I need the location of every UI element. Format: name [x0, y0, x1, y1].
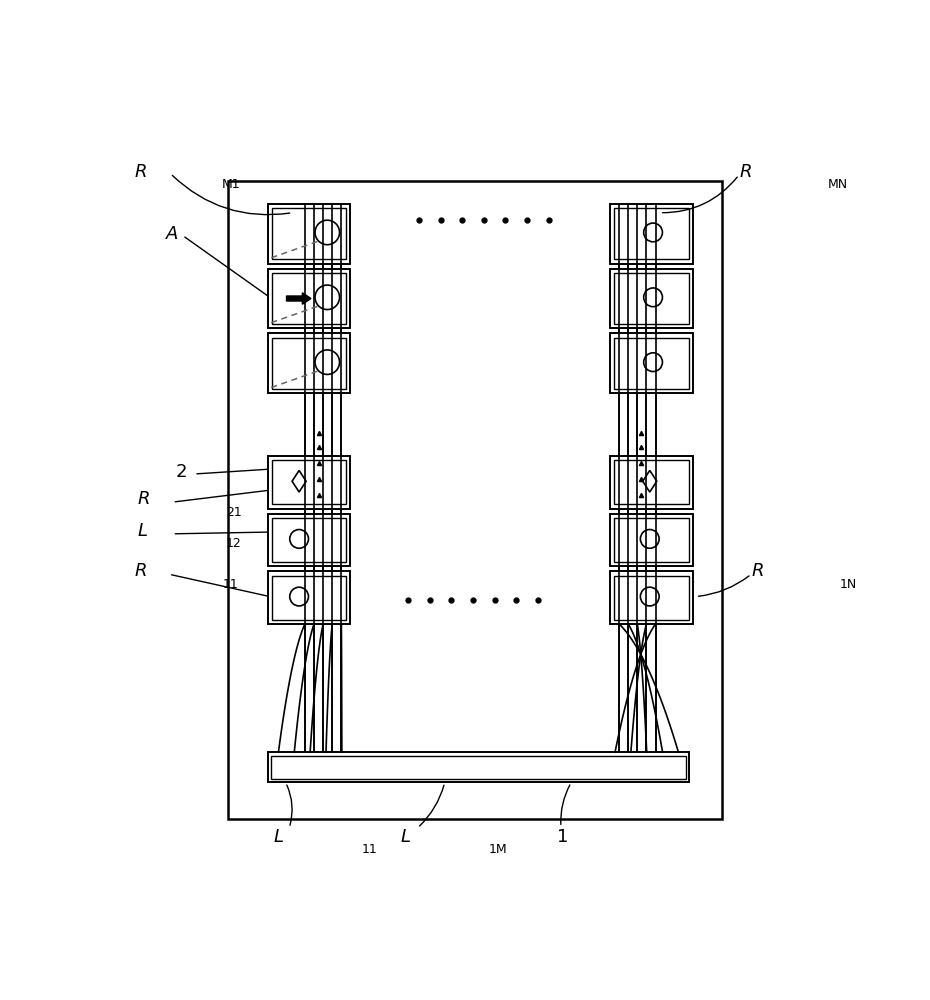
Text: R: R	[134, 163, 147, 181]
Bar	[610, 456, 693, 509]
Bar	[610, 269, 693, 328]
Bar	[268, 269, 351, 328]
Text: R: R	[752, 562, 764, 580]
Text: R: R	[134, 562, 147, 580]
Text: 21: 21	[226, 506, 242, 519]
Bar	[615, 460, 688, 504]
Text: R: R	[739, 163, 752, 181]
Text: 2: 2	[176, 463, 187, 481]
Text: L: L	[273, 828, 284, 846]
Text: R: R	[138, 490, 151, 508]
Bar	[272, 460, 346, 504]
Text: 1: 1	[557, 828, 569, 846]
Text: 1N: 1N	[840, 578, 857, 591]
Text: MN: MN	[828, 178, 848, 191]
Bar	[610, 333, 693, 393]
Bar	[272, 576, 346, 620]
Text: M1: M1	[222, 178, 241, 191]
Text: 11: 11	[361, 843, 377, 856]
Text: 12: 12	[226, 537, 242, 550]
Bar	[272, 208, 346, 259]
Bar	[615, 273, 688, 324]
FancyArrow shape	[286, 293, 311, 304]
Bar	[268, 333, 351, 393]
Text: 11: 11	[222, 578, 238, 591]
Bar	[268, 571, 351, 624]
Bar	[615, 576, 688, 620]
Bar	[610, 571, 693, 624]
Text: L: L	[401, 828, 411, 846]
Bar	[272, 518, 346, 562]
Bar	[610, 514, 693, 566]
Bar	[272, 756, 685, 779]
Bar	[615, 518, 688, 562]
Bar	[268, 514, 351, 566]
Bar	[610, 204, 693, 264]
Bar	[268, 204, 351, 264]
Text: 1M: 1M	[489, 843, 508, 856]
Bar	[268, 752, 689, 782]
Bar	[615, 338, 688, 389]
Bar	[272, 273, 346, 324]
Text: A: A	[166, 225, 179, 243]
Bar	[268, 456, 351, 509]
Bar	[228, 181, 722, 819]
Text: L: L	[138, 522, 148, 540]
Bar	[272, 338, 346, 389]
Bar	[615, 208, 688, 259]
